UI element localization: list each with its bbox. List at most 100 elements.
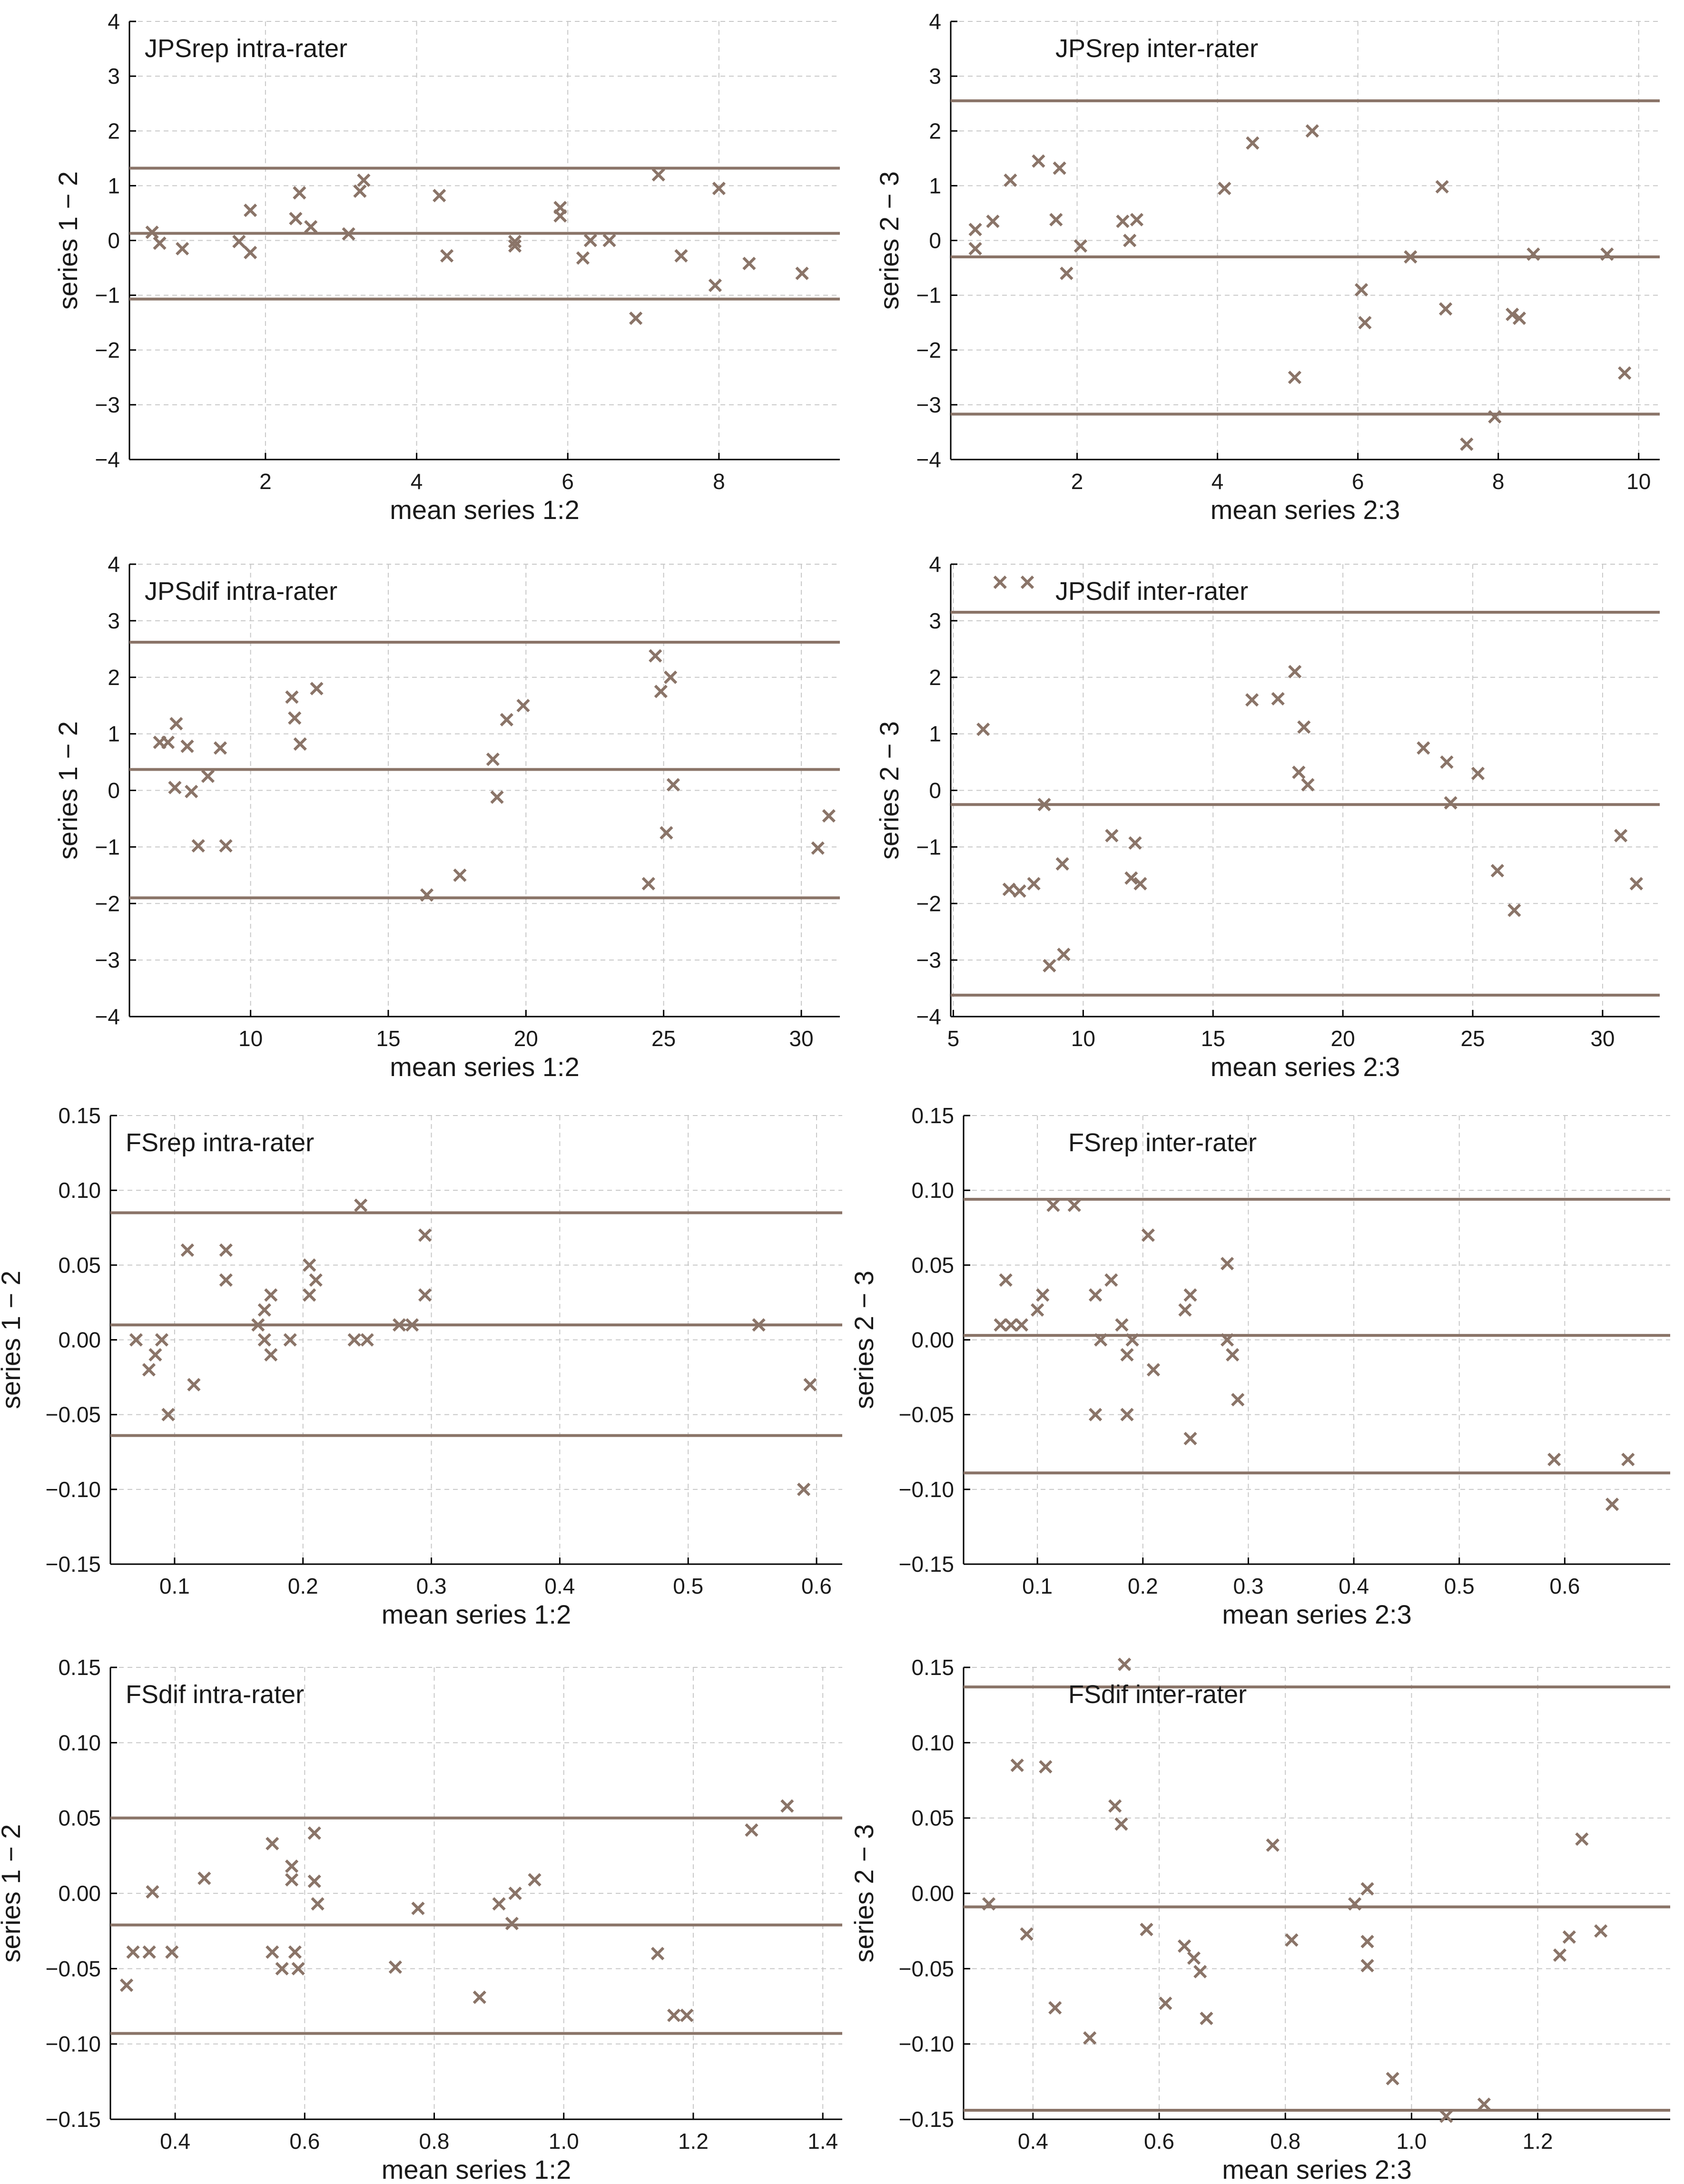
y-tick-label: 0.05 xyxy=(911,1806,954,1831)
data-point xyxy=(257,1333,271,1347)
data-point xyxy=(354,1198,368,1212)
data-point xyxy=(357,173,371,187)
data-point xyxy=(1358,316,1372,330)
data-point xyxy=(283,1333,297,1347)
data-point xyxy=(232,235,246,248)
data-point xyxy=(1178,1303,1192,1317)
x-tick-label: 0.5 xyxy=(673,1574,703,1598)
data-point xyxy=(508,1886,522,1900)
data-point xyxy=(1067,1198,1081,1212)
x-tick-label: 10 xyxy=(1626,469,1651,494)
y-tick-label: −0.05 xyxy=(899,1402,954,1427)
data-point xyxy=(999,1273,1013,1287)
y-axis-label: series 1 − 2 xyxy=(0,1271,26,1409)
data-point xyxy=(1575,1832,1589,1846)
data-point xyxy=(153,236,167,250)
chart-panel-5: 0.1 0.2 0.3 0.4 0.5 0.6 −0.15 −0.10 −0.05 0.00 0.0… xyxy=(0,1103,842,1629)
y-tick-label: −0.15 xyxy=(46,2107,101,2132)
data-point xyxy=(213,741,227,755)
data-point xyxy=(1292,765,1306,779)
data-point xyxy=(650,1947,665,1960)
chart-title: FSrep inter-rater xyxy=(1068,1128,1257,1157)
x-axis-label: mean series 1:2 xyxy=(390,495,579,525)
chart-panel-6: 0.1 0.2 0.3 0.4 0.5 0.6 −0.15 −0.10 −0.05 0.00 0.0… xyxy=(849,1103,1670,1629)
data-point xyxy=(528,1873,542,1887)
chart-title: JPSrep inter-rater xyxy=(1055,34,1258,63)
data-point xyxy=(1130,213,1144,226)
y-tick-label: −2 xyxy=(916,338,941,362)
data-point xyxy=(219,839,233,853)
y-tick-label: −0.15 xyxy=(46,1552,101,1577)
y-tick-label: −1 xyxy=(916,834,941,859)
data-point xyxy=(148,1348,162,1362)
y-tick-label: 1 xyxy=(108,722,120,746)
x-tick-label: 10 xyxy=(1071,1026,1095,1051)
data-point xyxy=(275,1962,289,1976)
data-point xyxy=(1120,1408,1134,1421)
data-point xyxy=(1088,1408,1103,1421)
y-tick-label: −0.15 xyxy=(899,2107,954,2132)
x-tick-label: 15 xyxy=(1201,1026,1225,1051)
data-point xyxy=(289,212,303,225)
data-point xyxy=(185,784,198,799)
y-tick-label: 4 xyxy=(108,9,120,34)
x-tick-label: 0.1 xyxy=(159,1574,190,1598)
x-tick-label: 0.4 xyxy=(160,2129,190,2154)
data-point xyxy=(1490,864,1505,878)
data-point xyxy=(257,1303,271,1317)
data-point xyxy=(1477,2097,1491,2111)
y-tick-label: 3 xyxy=(929,608,941,633)
y-tick-label: 4 xyxy=(108,552,120,577)
chart-panel-8: 0.4 0.6 0.8 1.0 1.2 −0.15 −0.10 −0.05 0.00 0.05 0.… xyxy=(849,1655,1670,2184)
data-point xyxy=(1200,2011,1213,2025)
y-tick-label: −0.10 xyxy=(899,2032,954,2057)
y-tick-label: −1 xyxy=(95,283,120,308)
data-point xyxy=(1125,1333,1139,1347)
y-tick-label: −0.05 xyxy=(46,1402,101,1427)
data-point xyxy=(708,278,722,293)
data-point xyxy=(1271,692,1285,706)
data-point xyxy=(285,1873,299,1887)
data-point xyxy=(1083,2031,1097,2045)
data-point xyxy=(1288,371,1301,384)
data-point xyxy=(168,781,182,794)
x-axis-label: mean series 2:3 xyxy=(1222,1599,1411,1629)
chart-title: FSdif intra-rater xyxy=(126,1680,304,1709)
data-point xyxy=(155,1333,169,1347)
data-point xyxy=(490,790,504,804)
data-point xyxy=(1594,1924,1608,1938)
data-point xyxy=(291,1962,305,1976)
y-axis-label: series 2 − 3 xyxy=(874,171,904,310)
x-tick-label: 2 xyxy=(259,469,272,494)
data-point xyxy=(1488,410,1502,424)
y-tick-label: 2 xyxy=(108,665,120,690)
y-axis-label: series 2 − 3 xyxy=(849,1271,879,1409)
data-point xyxy=(1010,1758,1024,1772)
data-point xyxy=(1417,741,1430,755)
data-point xyxy=(505,1917,519,1930)
data-point xyxy=(1004,173,1017,187)
y-tick-label: 0.15 xyxy=(911,1655,954,1680)
data-point xyxy=(251,1318,265,1332)
data-point xyxy=(1094,1333,1108,1347)
data-point xyxy=(1020,575,1034,589)
data-point xyxy=(1141,1228,1155,1242)
x-tick-label: 20 xyxy=(1331,1026,1355,1051)
data-point xyxy=(342,227,355,241)
data-point xyxy=(797,1482,811,1496)
y-tick-label: −4 xyxy=(95,1004,120,1029)
data-point xyxy=(411,1901,425,1915)
data-point xyxy=(1231,1393,1245,1407)
chart-title: JPSdif inter-rater xyxy=(1055,577,1248,606)
data-point xyxy=(968,223,982,236)
data-point xyxy=(1053,161,1066,175)
data-point xyxy=(1177,1939,1192,1953)
y-tick-label: 0.05 xyxy=(911,1253,954,1277)
data-point xyxy=(293,186,306,200)
chart-panel-2: 2 4 6 8 10 −4 −3 −2 −1 0 1 2 3 4 JPSrep inter-rater mea… xyxy=(874,9,1660,525)
data-point xyxy=(576,251,590,265)
data-point xyxy=(1288,665,1302,678)
x-tick-label: 0.3 xyxy=(1233,1574,1263,1598)
y-tick-label: −0.15 xyxy=(899,1552,954,1577)
data-point xyxy=(1116,215,1130,228)
